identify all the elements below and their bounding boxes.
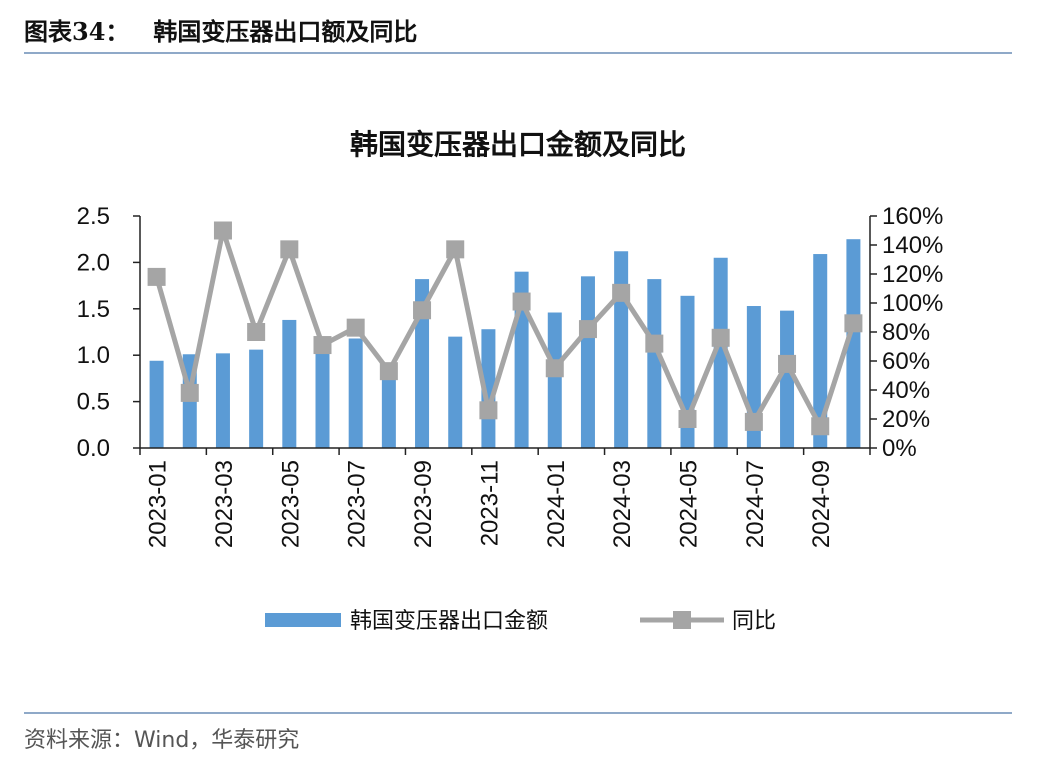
legend-swatch-bar xyxy=(265,613,341,627)
yoy-marker-2023-10 xyxy=(446,240,465,259)
yoy-line xyxy=(154,228,856,429)
x-tick-label: 2024-05 xyxy=(676,460,703,548)
bar-2024-02 xyxy=(580,276,595,448)
bar-2024-03 xyxy=(614,251,629,448)
yoy-marker-2023-05 xyxy=(280,240,299,259)
x-tick-label: 2023-03 xyxy=(211,460,238,548)
bar-2024-10 xyxy=(846,239,861,448)
y-left-tick-label: 1.0 xyxy=(77,342,110,369)
x-tick-label: 2024-09 xyxy=(808,460,835,548)
line-series xyxy=(147,221,863,436)
yoy-marker-2023-02 xyxy=(180,383,199,402)
y-right-tick-label: 20% xyxy=(882,406,930,433)
y-right-tick-label: 120% xyxy=(882,261,943,288)
yoy-marker-2024-09 xyxy=(811,417,830,436)
x-tick-label: 2023-11 xyxy=(476,460,503,546)
yoy-marker-2023-11 xyxy=(479,401,498,420)
yoy-marker-2024-02 xyxy=(578,320,597,339)
y-right-tick-label: 60% xyxy=(882,348,930,375)
bar-2024-04 xyxy=(647,279,662,448)
legend: 韩国变压器出口金额 同比 xyxy=(265,609,776,634)
figure-label: 图表34： xyxy=(24,17,130,46)
yoy-marker-2024-10 xyxy=(844,314,863,333)
bar-2024-08 xyxy=(780,310,795,448)
y-right-tick-label: 140% xyxy=(882,232,943,259)
y-right-tick-label: 80% xyxy=(882,319,930,346)
source-note: 资料来源：Wind，华泰研究 xyxy=(24,728,300,753)
y-left-tick-label: 2.5 xyxy=(77,203,110,230)
legend-label-bar: 韩国变压器出口金额 xyxy=(350,609,548,634)
y-right-tick-label: 0% xyxy=(882,435,917,462)
chart-title: 韩国变压器出口金额及同比 xyxy=(350,128,686,161)
y-left-tick-label: 0.0 xyxy=(77,435,110,462)
x-tick-label: 2024-01 xyxy=(543,460,570,548)
y-right-tick-label: 160% xyxy=(882,203,943,230)
x-tick-label: 2023-07 xyxy=(344,460,371,548)
yoy-marker-2023-03 xyxy=(213,221,232,240)
x-tick-label: 2024-07 xyxy=(742,460,769,548)
y-right-tick-label: 40% xyxy=(882,377,930,404)
y-right-tick-label: 100% xyxy=(882,290,943,317)
yoy-marker-2024-01 xyxy=(545,359,564,378)
yoy-marker-2023-07 xyxy=(346,318,365,337)
bar-2023-08 xyxy=(381,371,396,448)
y-left-tick-label: 1.5 xyxy=(77,296,110,323)
axes: 0.0 0.5 1.0 1.5 2.0 2.5 0%20%40%60%80%100%120%… xyxy=(77,203,944,548)
yoy-marker-2024-04 xyxy=(645,334,664,353)
y-left-tick-label: 0.5 xyxy=(77,389,110,416)
bar-2023-05 xyxy=(282,319,297,448)
x-tick-label: 2023-09 xyxy=(410,460,437,548)
yoy-marker-2023-04 xyxy=(247,323,266,341)
bar-2024-01 xyxy=(547,312,562,448)
yoy-marker-2024-03 xyxy=(612,283,631,302)
yoy-marker-2023-01 xyxy=(147,267,166,286)
x-tick-label: 2023-05 xyxy=(277,460,304,548)
yoy-marker-2023-09 xyxy=(413,301,432,320)
bar-2023-01 xyxy=(149,360,164,448)
legend-label-line: 同比 xyxy=(732,609,776,634)
figure-title: 韩国变压器出口额及同比 xyxy=(153,17,418,46)
bar-2024-06 xyxy=(713,257,728,448)
bar-2023-07 xyxy=(348,338,363,448)
yoy-marker-2023-06 xyxy=(313,336,332,355)
yoy-marker-2024-06 xyxy=(711,328,730,347)
x-tick-label: 2023-01 xyxy=(145,460,172,548)
x-tick-label: 2024-03 xyxy=(609,460,636,548)
yoy-marker-2023-08 xyxy=(379,362,398,381)
bar-2023-04 xyxy=(249,349,264,448)
header-divider xyxy=(24,52,1012,54)
bar-2024-09 xyxy=(813,254,828,448)
bar-2023-03 xyxy=(215,353,230,448)
footer-divider xyxy=(24,712,1012,714)
legend-swatch-marker xyxy=(673,611,691,629)
figure-header: 图表34： 韩国变压器出口额及同比 xyxy=(24,12,417,47)
chart: 韩国变压器出口金额及同比 0.0 0.5 1.0 1.5 2.0 2.5 0%20%40%6… xyxy=(77,128,944,634)
bar-2023-06 xyxy=(315,347,330,448)
yoy-marker-2024-05 xyxy=(678,410,697,428)
yoy-marker-2023-12 xyxy=(512,292,531,311)
yoy-marker-2024-07 xyxy=(744,412,763,431)
y-left-tick-label: 2.0 xyxy=(77,249,110,276)
bar-2023-10 xyxy=(448,336,463,448)
yoy-marker-2024-08 xyxy=(778,354,797,373)
